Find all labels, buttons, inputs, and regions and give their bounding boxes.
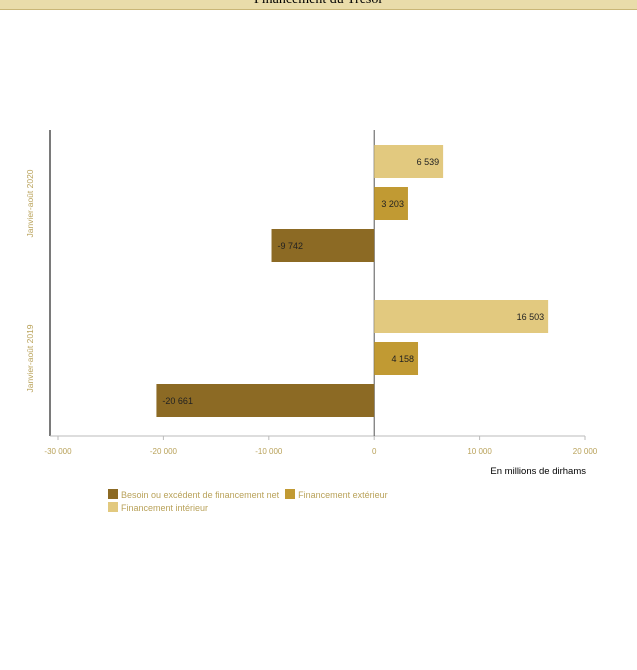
- legend-swatch: [108, 489, 118, 499]
- x-tick-label: 10 000: [467, 447, 492, 456]
- legend-item: Financement intérieur: [108, 502, 208, 515]
- legend-label: Financement extérieur: [298, 490, 388, 500]
- data-label: -9 742: [278, 241, 304, 251]
- data-label: 4 158: [391, 354, 414, 364]
- data-label: 3 203: [381, 199, 404, 209]
- data-label: -20 661: [162, 396, 193, 406]
- bar: [374, 145, 444, 178]
- bar: [271, 229, 375, 262]
- legend-swatch: [285, 489, 296, 499]
- data-label: 16 503: [517, 312, 545, 322]
- x-axis-title: En millions de dirhams: [490, 466, 586, 477]
- bar: [374, 187, 408, 220]
- x-tick-label: 20 000: [573, 447, 598, 456]
- legend-label: Besoin ou excédent de financement net: [121, 490, 280, 500]
- legend-item: Besoin ou excédent de financement net: [108, 489, 279, 502]
- category-label: Janvier-août 2020: [25, 169, 35, 237]
- legend-swatch: [108, 502, 118, 512]
- legend-item: Financement extérieur: [285, 489, 388, 502]
- x-tick-label: -10 000: [255, 447, 283, 456]
- bar: [374, 342, 419, 375]
- category-label: Janvier-août 2019: [25, 324, 35, 392]
- bar: [374, 300, 549, 333]
- x-tick-label: 0: [372, 447, 377, 456]
- header-bar: Financement du Trésor: [0, 0, 637, 10]
- data-label: 6 539: [417, 157, 440, 167]
- page-title: Financement du Trésor: [0, 0, 637, 8]
- chart-legend: Besoin ou excédent de financement net Fin…: [108, 489, 468, 515]
- x-tick-label: -30 000: [44, 447, 72, 456]
- x-tick-label: -20 000: [150, 447, 178, 456]
- bar: [156, 384, 375, 417]
- legend-label: Financement intérieur: [121, 503, 209, 513]
